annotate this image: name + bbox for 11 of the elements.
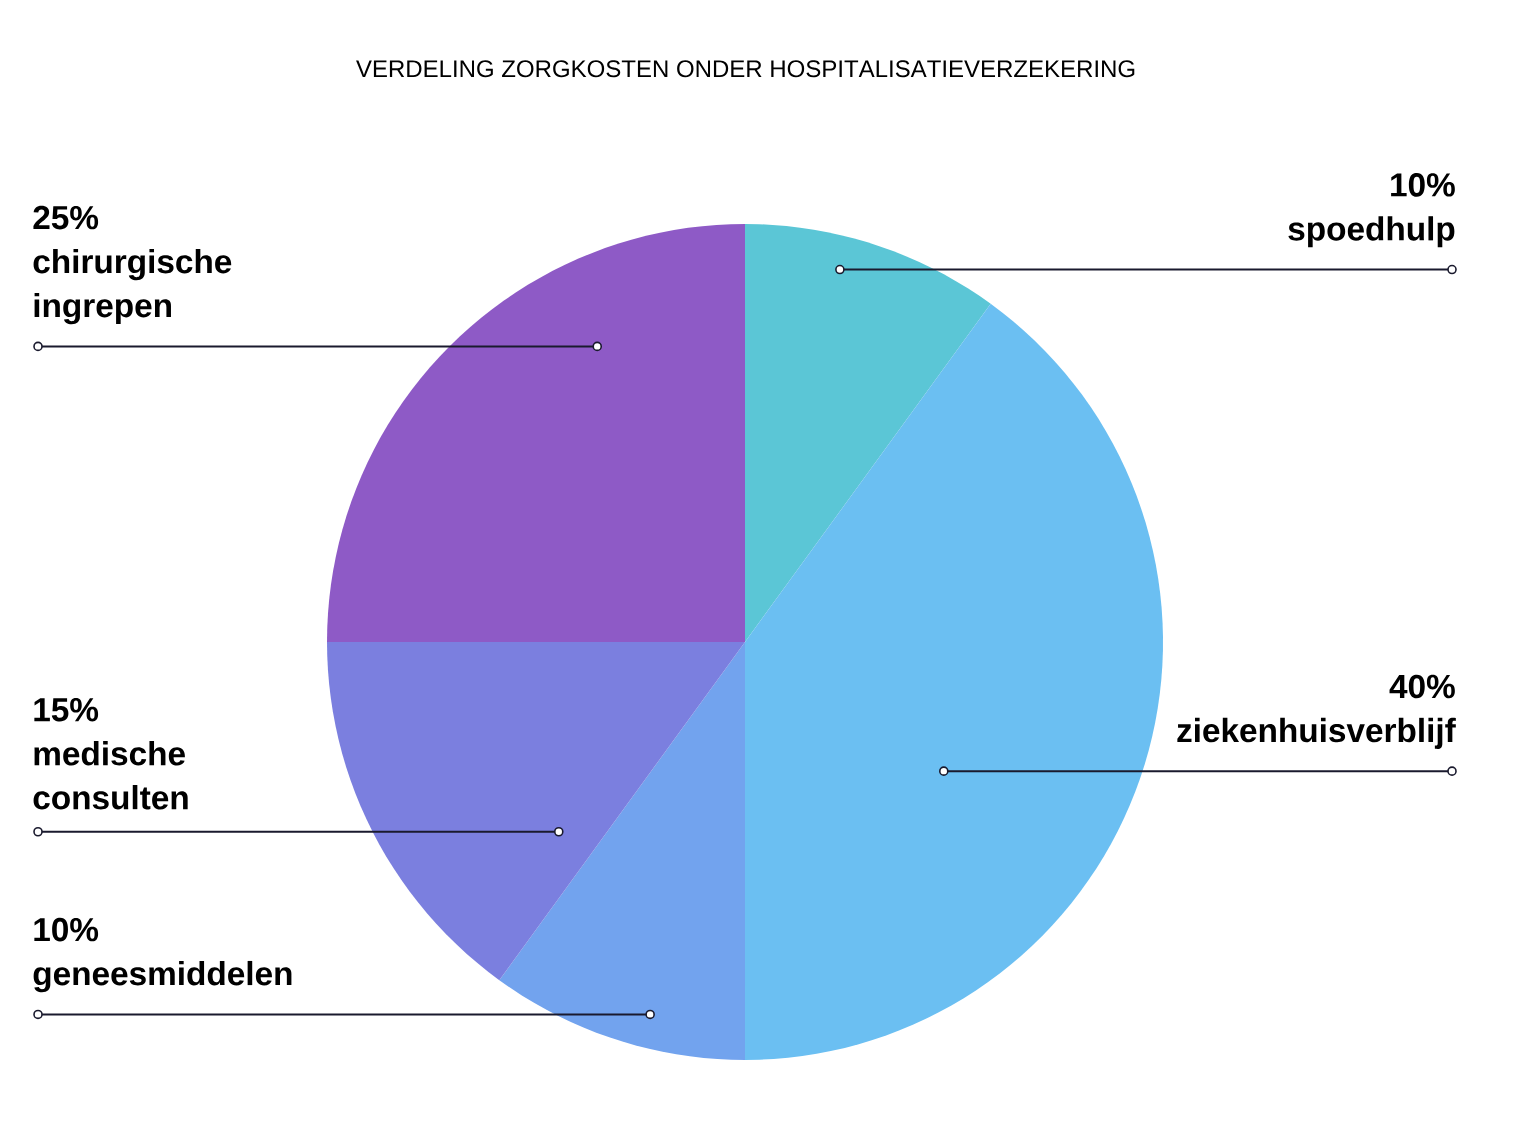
slice-label: medische consulten — [33, 741, 188, 810]
data-label: 10% — [34, 917, 99, 942]
data-label: 40% — [1389, 674, 1455, 699]
chart-title: VERDELING ZORGKOSTEN ONDER HOSPITALISATIEVERZEKERING — [356, 60, 1135, 78]
slice-label: chirurgische ingrepen — [33, 248, 232, 325]
data-label: 10% — [1391, 173, 1455, 197]
data-label: 25% — [33, 205, 99, 230]
slice-label: spoedhulp — [1288, 216, 1455, 248]
data-label: 15% — [34, 697, 99, 722]
slice-label: ziekenhuisverblijf — [1177, 717, 1456, 749]
slice-label: geneesmiddelen — [33, 960, 292, 993]
